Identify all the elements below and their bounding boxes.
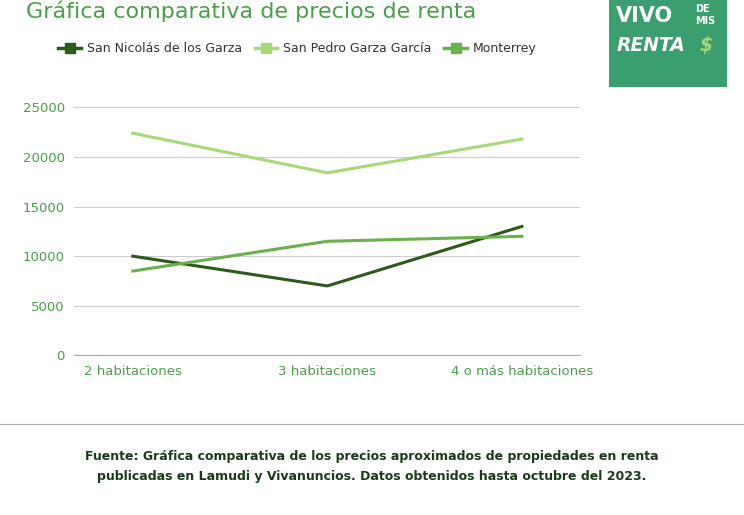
Text: Gráfica comparativa de precios de renta: Gráfica comparativa de precios de renta bbox=[26, 0, 476, 22]
Text: MIS: MIS bbox=[695, 16, 715, 26]
Text: Fuente: Gráfica comparativa de los precios aproximados de propiedades en renta
p: Fuente: Gráfica comparativa de los preci… bbox=[85, 450, 659, 483]
Legend: San Nicolás de los Garza, San Pedro Garza García, Monterrey: San Nicolás de los Garza, San Pedro Garz… bbox=[58, 42, 537, 55]
Text: DE: DE bbox=[695, 4, 709, 14]
Text: VIVO: VIVO bbox=[616, 6, 673, 26]
FancyBboxPatch shape bbox=[609, 0, 727, 87]
Text: $: $ bbox=[699, 36, 713, 55]
Text: RENTA: RENTA bbox=[616, 36, 685, 55]
